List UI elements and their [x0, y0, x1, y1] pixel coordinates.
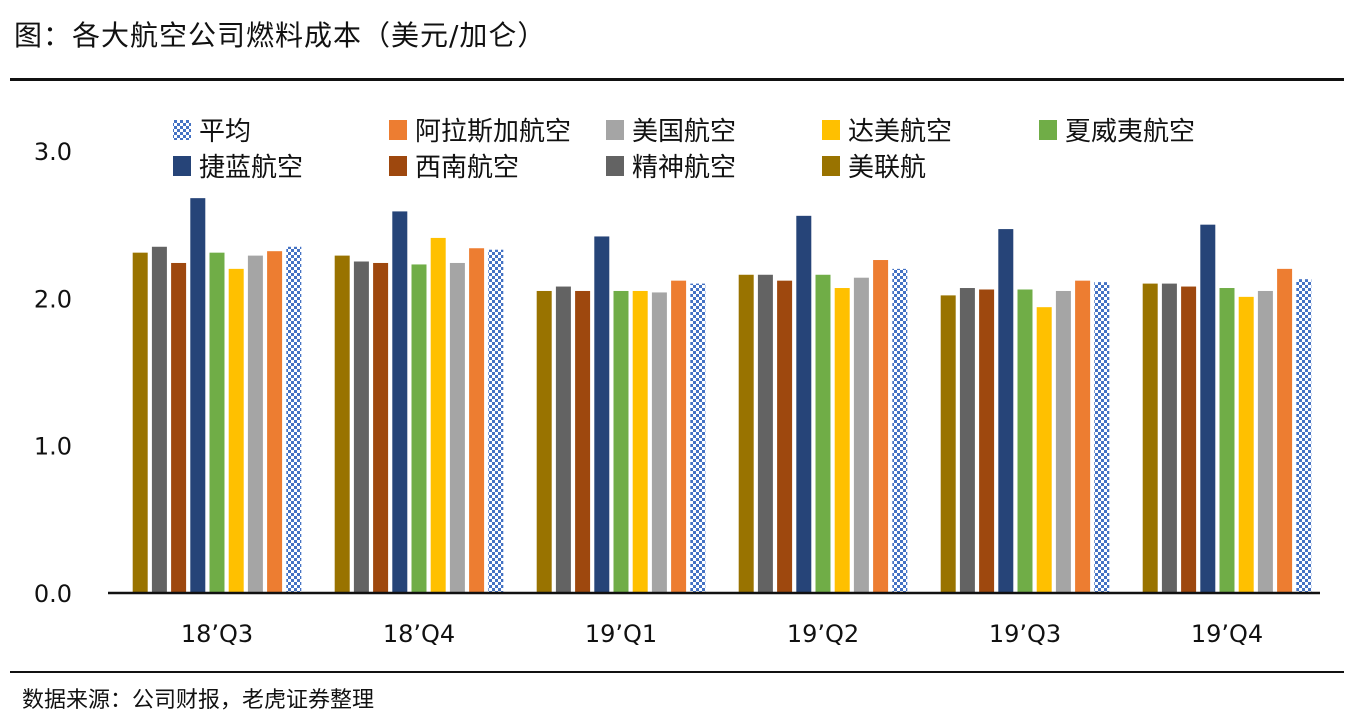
bar-spirit — [151, 246, 167, 593]
y-tick-label: 2.0 — [34, 285, 72, 313]
bar-hawaiian — [209, 252, 225, 593]
bar-american — [247, 255, 263, 593]
bar-jetblue — [190, 198, 206, 593]
x-tick-label: 19’Q2 — [787, 620, 859, 648]
legend-swatch-southwest — [389, 156, 407, 176]
legend-swatch-united — [822, 156, 840, 176]
x-axis: 18’Q3 18’Q4 19’Q1 19’Q2 19’Q3 19’Q4 — [108, 591, 1320, 648]
bar-southwest — [1181, 286, 1197, 593]
legend-label-american: 美国航空 — [632, 117, 736, 147]
bar-spirit — [353, 261, 369, 593]
bar-southwest — [171, 262, 187, 593]
x-tick-label: 18’Q4 — [383, 620, 455, 648]
legend-label-spirit: 精神航空 — [632, 153, 736, 183]
bar-jetblue — [1200, 224, 1216, 593]
bar-american — [1055, 290, 1071, 593]
source-note: 数据来源：公司财报，老虎证券整理 — [22, 688, 375, 713]
bar-spirit — [555, 286, 571, 593]
legend-label-southwest: 西南航空 — [415, 153, 519, 183]
bar-jetblue — [796, 215, 812, 593]
bar-delta — [632, 290, 648, 593]
bar-delta — [1238, 296, 1254, 593]
legend-swatch-delta — [822, 120, 840, 140]
bar-hawaiian — [613, 290, 629, 593]
x-tick-label: 19’Q1 — [585, 620, 657, 648]
bar-delta — [430, 237, 446, 593]
bar-average — [286, 246, 302, 593]
bar-average — [690, 283, 706, 593]
bar-american — [651, 292, 667, 593]
bar-american — [1257, 290, 1273, 593]
bar-jetblue — [594, 236, 610, 593]
legend-label-average: 平均 — [199, 117, 251, 147]
bar-spirit — [959, 288, 975, 593]
bar-american — [449, 262, 465, 593]
bar-delta — [834, 288, 850, 593]
bar-spirit — [757, 274, 773, 593]
top-divider — [10, 78, 1344, 81]
y-tick-label: 3.0 — [34, 138, 72, 166]
bar-united — [536, 290, 552, 593]
bottom-divider — [10, 671, 1344, 673]
legend-label-delta: 达美航空 — [848, 117, 952, 147]
bar-southwest — [979, 289, 995, 593]
bar-alaska — [469, 248, 485, 594]
bar-united — [1142, 283, 1158, 593]
bar-united — [738, 274, 754, 593]
bar-alaska — [671, 280, 687, 593]
legend-swatch-alaska — [389, 120, 407, 140]
legend-swatch-spirit — [606, 156, 624, 176]
bar-united — [940, 295, 956, 593]
bar-southwest — [575, 290, 591, 593]
x-tick-label: 19’Q4 — [1191, 620, 1263, 648]
y-tick-label: 1.0 — [34, 433, 72, 461]
legend-swatch-jetblue — [173, 156, 191, 176]
chart-title: 图：各大航空公司燃料成本（美元/加仑） — [14, 19, 547, 52]
bar-hawaiian — [815, 274, 831, 593]
bar-spirit — [1161, 283, 1177, 593]
x-tick-label: 18’Q3 — [181, 620, 253, 648]
bar-united — [132, 252, 148, 593]
bar-alaska — [1075, 280, 1091, 593]
bar-jetblue — [392, 211, 408, 593]
bar-united — [334, 255, 350, 593]
legend-swatch-hawaiian — [1039, 120, 1057, 140]
bar-delta — [1036, 307, 1052, 593]
bar-american — [853, 277, 869, 593]
legend-swatch-average — [173, 120, 191, 140]
bar-average — [1094, 282, 1110, 593]
bar-hawaiian — [1017, 289, 1033, 593]
bar-alaska — [267, 251, 283, 594]
bar-hawaiian — [1219, 288, 1235, 593]
bar-alaska — [1277, 268, 1293, 593]
legend-label-jetblue: 捷蓝航空 — [199, 153, 303, 183]
bar-alaska — [873, 260, 889, 593]
bar-average — [1296, 279, 1312, 593]
y-tick-label: 0.0 — [34, 580, 72, 608]
bar-southwest — [373, 262, 389, 593]
bar-average — [488, 249, 504, 594]
legend-label-hawaiian: 夏威夷航空 — [1065, 117, 1195, 147]
legend-label-alaska: 阿拉斯加航空 — [415, 117, 571, 147]
y-axis: 0.0 1.0 2.0 3.0 — [34, 138, 72, 608]
x-tick-label: 19’Q3 — [989, 620, 1061, 648]
bar-jetblue — [998, 229, 1014, 593]
legend-swatch-american — [606, 120, 624, 140]
bar-hawaiian — [411, 264, 427, 593]
bar-delta — [228, 268, 244, 593]
bar-southwest — [777, 280, 793, 593]
bars — [132, 198, 1312, 594]
legend-label-united: 美联航 — [848, 153, 926, 183]
bar-average — [892, 268, 908, 593]
